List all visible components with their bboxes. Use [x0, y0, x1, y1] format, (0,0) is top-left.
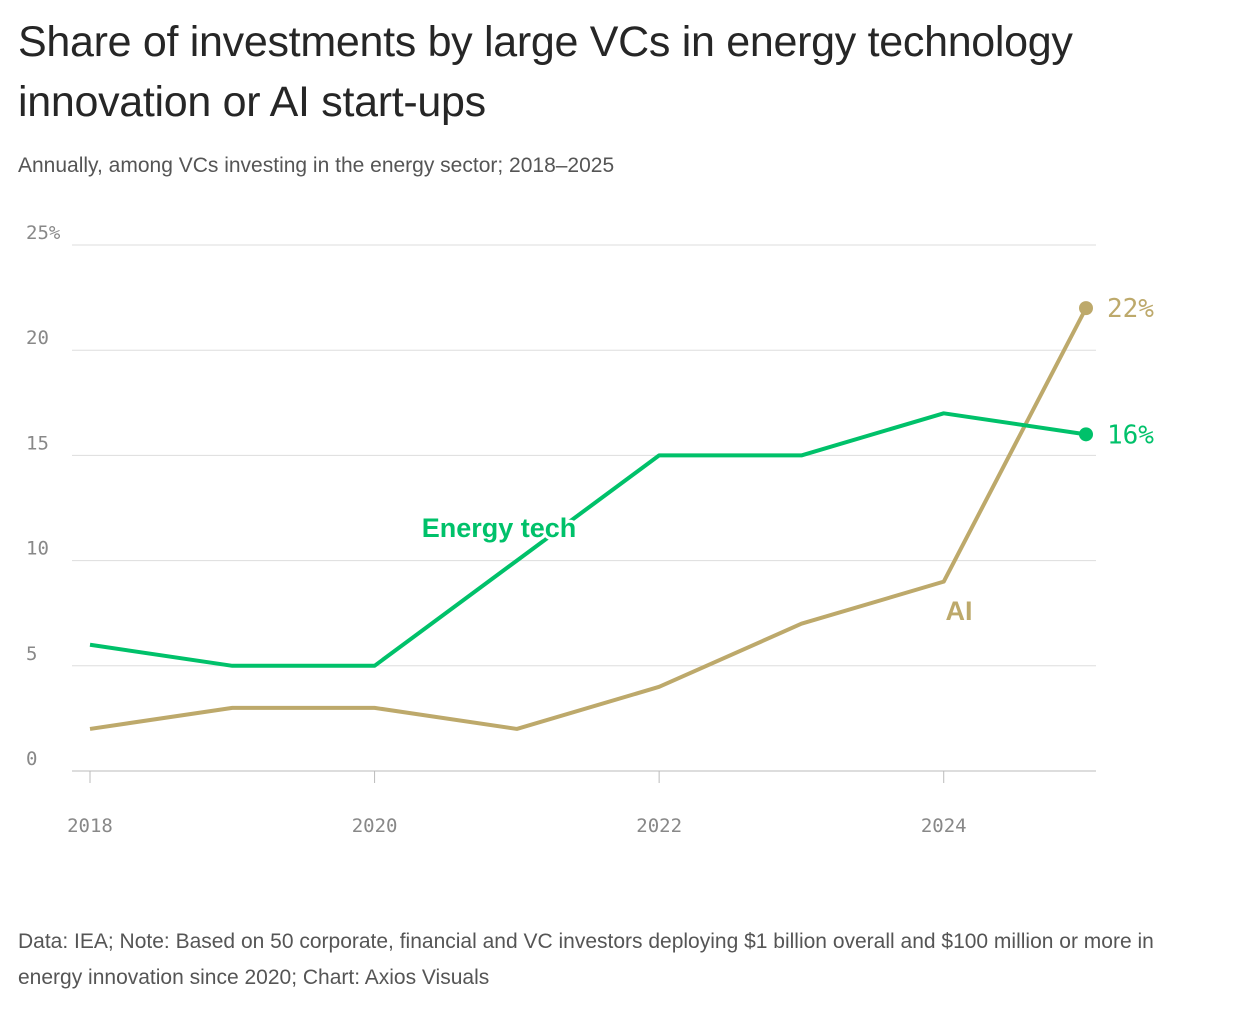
y-tick-label: 0 — [26, 748, 37, 770]
end-label-energy-tech: 16% — [1107, 420, 1154, 450]
series-line-ai — [89, 307, 1088, 731]
y-tick-label: 25% — [26, 222, 61, 244]
series-label-energy-tech: Energy tech — [422, 513, 577, 543]
x-tick-label: 2018 — [67, 815, 113, 837]
end-label-ai: 22% — [1107, 294, 1154, 324]
x-tick-label: 2022 — [636, 815, 682, 837]
chart-title: Share of investments by large VCs in ene… — [18, 18, 1073, 126]
end-point-ai — [1079, 301, 1093, 316]
end-point-energy-tech — [1079, 427, 1093, 442]
y-tick-label: 10 — [26, 538, 49, 560]
y-tick-label: 15 — [26, 432, 49, 454]
series-line-energy-tech — [89, 411, 1087, 668]
x-tick-label: 2020 — [352, 815, 398, 837]
x-tick-label: 2024 — [921, 815, 967, 837]
chart-subtitle: Annually, among VCs investing in the ene… — [18, 154, 615, 177]
y-tick-label: 5 — [26, 643, 37, 665]
y-tick-label: 20 — [26, 327, 49, 349]
chart-source-note: Data: IEA; Note: Based on 50 corporate, … — [18, 930, 1154, 989]
series-label-ai: AI — [946, 596, 973, 626]
